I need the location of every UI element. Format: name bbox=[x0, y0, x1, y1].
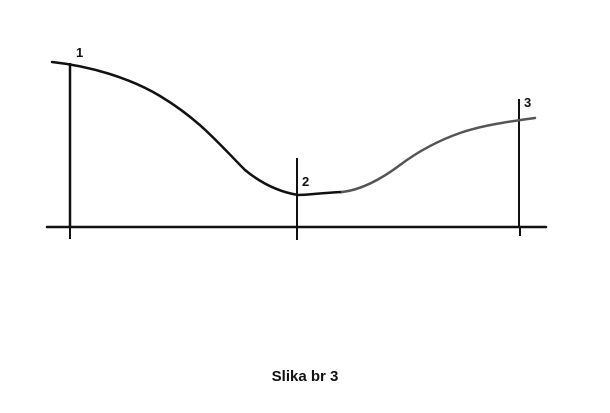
point-label-2: 2 bbox=[302, 174, 309, 189]
profile-curve-right bbox=[340, 116, 537, 194]
point-label-3: 3 bbox=[524, 95, 531, 110]
profile-curve-left bbox=[50, 60, 344, 197]
figure-caption: Slika br 3 bbox=[271, 368, 339, 385]
point-label-1: 1 bbox=[76, 45, 83, 60]
